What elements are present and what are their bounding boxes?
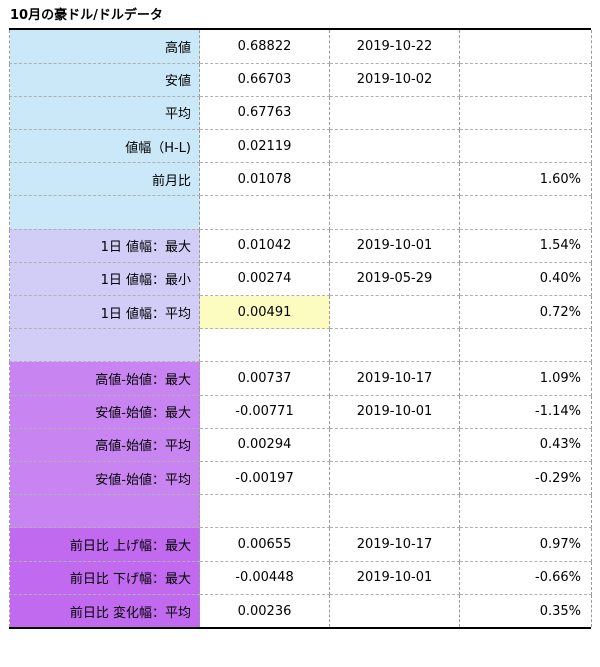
table-row: 高値 0.68822 2019-10-22 (9, 30, 592, 64)
table-row: 前日比 変化幅：平均 0.00236 0.35% (9, 594, 592, 628)
row-date: 2019-10-17 (329, 527, 460, 562)
row-date: 2019-10-01 (329, 229, 460, 263)
row-date (329, 96, 460, 131)
row-date (329, 461, 460, 496)
row-value: -0.00197 (199, 461, 330, 496)
table-row: 安値-始値：平均 -0.00197 -0.29% (9, 461, 592, 496)
row-label: 前日比 変化幅：平均 (9, 594, 200, 628)
row-value-highlighted: 0.00491 (199, 295, 330, 330)
row-date (329, 428, 460, 462)
row-date: 2019-10-01 (329, 395, 460, 429)
row-label: 1日 値幅：最大 (9, 229, 200, 263)
row-value (199, 328, 330, 363)
row-percent: 0.35% (459, 594, 592, 628)
row-percent (459, 63, 592, 97)
data-table: 高値 0.68822 2019-10-22 安値 0.66703 2019-10… (9, 30, 592, 628)
table-row-spacer (9, 494, 592, 529)
row-label (9, 494, 200, 529)
row-label: 前月比 (9, 162, 200, 197)
row-date (329, 162, 460, 197)
row-date: 2019-10-17 (329, 361, 460, 396)
row-value: 0.02119 (199, 129, 330, 164)
row-percent (459, 96, 592, 131)
row-label (9, 195, 200, 230)
table-row: 安値 0.66703 2019-10-02 (9, 63, 592, 97)
row-value: 0.01042 (199, 229, 330, 263)
table-row: 高値-始値：平均 0.00294 0.43% (9, 428, 592, 462)
row-value: 0.00274 (199, 262, 330, 297)
row-date: 2019-10-01 (329, 561, 460, 595)
table-row: 前日比 下げ幅：最大 -0.00448 2019-10-01 -0.66% (9, 561, 592, 595)
row-value: -0.00448 (199, 561, 330, 595)
row-percent: 1.60% (459, 162, 592, 197)
row-percent: -0.29% (459, 461, 592, 496)
table-row-spacer (9, 195, 592, 230)
row-label: 値幅（H-L) (9, 129, 200, 164)
row-percent: 0.97% (459, 527, 592, 562)
table-row: 1日 値幅：最小 0.00274 2019-05-29 0.40% (9, 262, 592, 297)
row-date: 2019-10-02 (329, 63, 460, 97)
row-date (329, 295, 460, 330)
row-percent (459, 30, 592, 64)
row-label: 1日 値幅：最小 (9, 262, 200, 297)
table-row: 安値-始値：最大 -0.00771 2019-10-01 -1.14% (9, 395, 592, 429)
row-label: 高値 (9, 30, 200, 64)
row-value: 0.01078 (199, 162, 330, 197)
row-percent: 0.43% (459, 428, 592, 462)
table-row: 1日 値幅：最大 0.01042 2019-10-01 1.54% (9, 229, 592, 263)
row-percent: -0.66% (459, 561, 592, 595)
data-table-wrapper: 高値 0.68822 2019-10-22 安値 0.66703 2019-10… (9, 28, 592, 630)
row-label: 前日比 下げ幅：最大 (9, 561, 200, 595)
row-date (329, 328, 460, 363)
row-percent: 1.54% (459, 229, 592, 263)
table-row: 高値-始値：最大 0.00737 2019-10-17 1.09% (9, 361, 592, 396)
row-percent (459, 195, 592, 230)
row-date (329, 594, 460, 628)
row-value: 0.00236 (199, 594, 330, 628)
row-value (199, 494, 330, 529)
row-value: 0.00294 (199, 428, 330, 462)
row-percent: 1.09% (459, 361, 592, 396)
row-percent (459, 494, 592, 529)
table-row: 値幅（H-L) 0.02119 (9, 129, 592, 164)
row-value: 0.00737 (199, 361, 330, 396)
row-label: 前日比 上げ幅：最大 (9, 527, 200, 562)
row-percent (459, 129, 592, 164)
row-label: 安値-始値：平均 (9, 461, 200, 496)
row-label: 平均 (9, 96, 200, 131)
row-label: 安値-始値：最大 (9, 395, 200, 429)
page-title: 10月の豪ドル/ドルデータ (10, 8, 163, 23)
row-value (199, 195, 330, 230)
row-date: 2019-05-29 (329, 262, 460, 297)
row-value: -0.00771 (199, 395, 330, 429)
row-date: 2019-10-22 (329, 30, 460, 64)
row-date (329, 195, 460, 230)
row-label: 1日 値幅：平均 (9, 295, 200, 330)
table-row-spacer (9, 328, 592, 363)
row-value: 0.67763 (199, 96, 330, 131)
table-row: 平均 0.67763 (9, 96, 592, 131)
row-percent: -1.14% (459, 395, 592, 429)
row-percent: 0.72% (459, 295, 592, 330)
row-label: 高値-始値：平均 (9, 428, 200, 462)
row-date (329, 129, 460, 164)
row-value: 0.00655 (199, 527, 330, 562)
row-date (329, 494, 460, 529)
table-row: 1日 値幅：平均 0.00491 0.72% (9, 295, 592, 330)
row-label (9, 328, 200, 363)
row-percent: 0.40% (459, 262, 592, 297)
row-value: 0.68822 (199, 30, 330, 64)
row-percent (459, 328, 592, 363)
table-row: 前日比 上げ幅：最大 0.00655 2019-10-17 0.97% (9, 527, 592, 562)
row-label: 安値 (9, 63, 200, 97)
row-label: 高値-始値：最大 (9, 361, 200, 396)
table-row: 前月比 0.01078 1.60% (9, 162, 592, 197)
row-value: 0.66703 (199, 63, 330, 97)
